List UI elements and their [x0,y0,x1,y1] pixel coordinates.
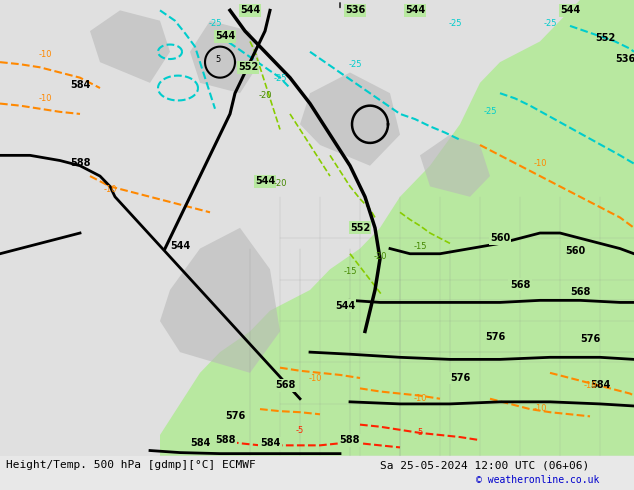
Text: 588: 588 [340,435,360,445]
Text: 544: 544 [560,5,580,15]
Text: Height/Temp. 500 hPa [gdmp][°C] ECMWF: Height/Temp. 500 hPa [gdmp][°C] ECMWF [6,461,256,470]
Text: 552: 552 [595,33,615,44]
Text: -10: -10 [413,394,427,403]
Text: -10: -10 [103,185,117,194]
Text: 568: 568 [275,380,295,390]
Text: -10: -10 [533,404,547,413]
Polygon shape [160,0,634,456]
Text: 544: 544 [240,5,260,15]
Text: 568: 568 [570,287,590,297]
Text: 588: 588 [70,158,91,168]
Text: -25: -25 [208,19,222,28]
Text: 536: 536 [345,5,365,15]
Text: -25: -25 [273,74,287,83]
Text: 552: 552 [350,223,370,233]
Text: 588: 588 [215,435,235,445]
Text: -25: -25 [483,107,497,116]
Text: 544: 544 [170,241,190,250]
Text: -5: -5 [296,426,304,435]
Text: -10: -10 [308,374,321,383]
Text: -10: -10 [38,50,52,59]
Text: 544: 544 [335,300,355,311]
Text: -25: -25 [543,19,557,28]
Text: 560: 560 [565,246,585,256]
Polygon shape [420,135,490,197]
Text: 584: 584 [70,80,91,90]
Text: -25: -25 [448,19,462,28]
Polygon shape [160,228,280,373]
Text: © weatheronline.co.uk: © weatheronline.co.uk [476,475,599,485]
Text: -10: -10 [583,381,597,391]
Text: 536: 536 [615,54,634,64]
Text: -20: -20 [373,252,387,261]
Text: 584: 584 [590,380,611,391]
Polygon shape [190,21,260,93]
Text: 576: 576 [225,411,245,421]
Text: 576: 576 [485,332,505,342]
Text: -20: -20 [258,92,272,100]
Text: 544: 544 [255,176,275,186]
Text: 552: 552 [238,62,258,73]
Text: 584: 584 [260,438,280,448]
Text: -25: -25 [348,60,362,69]
Text: 5: 5 [215,55,220,64]
Text: -5: -5 [416,428,424,437]
Text: 576: 576 [580,334,600,344]
Text: -10: -10 [533,159,547,168]
Text: 544: 544 [215,31,235,41]
Polygon shape [90,10,170,83]
Polygon shape [300,73,400,166]
Text: 568: 568 [510,280,530,290]
Text: -10: -10 [38,95,52,103]
Text: 576: 576 [450,373,470,383]
Text: -15: -15 [343,268,357,276]
Text: -20: -20 [273,179,287,189]
Text: -15: -15 [413,242,427,250]
Text: 560: 560 [490,233,510,243]
Text: 544: 544 [405,5,425,15]
Text: 584: 584 [190,438,210,448]
Text: Sa 25-05-2024 12:00 UTC (06+06): Sa 25-05-2024 12:00 UTC (06+06) [380,461,590,470]
